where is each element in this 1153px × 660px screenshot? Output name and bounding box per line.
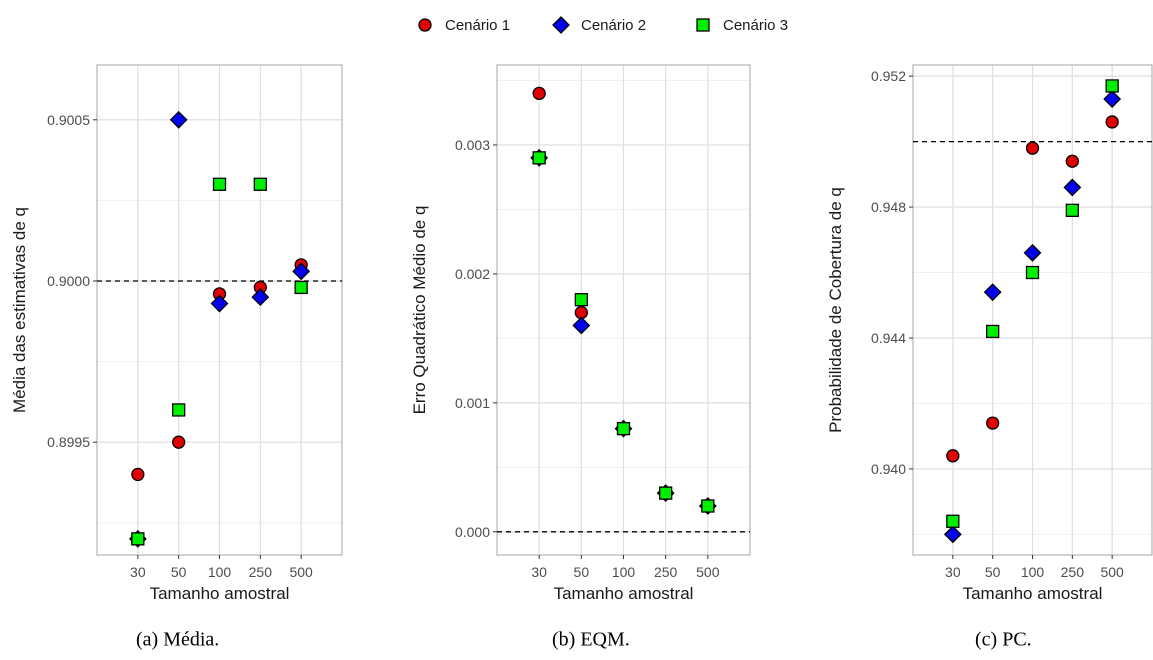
x-tick-label: 30 — [531, 564, 547, 580]
point-square — [1066, 204, 1078, 216]
y-axis-title: Média das estimativas de q — [10, 207, 29, 413]
chart-media: 0.8995 0.9000 0.9005 30 50 100 250 500 Tamanho a… — [0, 50, 384, 620]
y-tick-label: 0.003 — [455, 137, 490, 153]
x-tick-label: 100 — [208, 564, 232, 580]
y-axis-title: Probabilidade de Cobertura de q — [826, 187, 845, 433]
y-tick-label: 0.8995 — [47, 434, 90, 450]
legend-svg: Cenário 1 Cenário 2 Cenário 3 — [0, 0, 1153, 50]
x-tick-label: 100 — [1021, 564, 1045, 580]
x-tick-label: 50 — [985, 564, 1001, 580]
y-tick-label: 0.940 — [871, 461, 906, 477]
point-square — [575, 294, 587, 306]
point-square — [947, 515, 959, 527]
x-tick-label: 100 — [612, 564, 636, 580]
y-tick-label: 0.000 — [455, 524, 490, 540]
legend-item-1: Cenário 1 — [419, 17, 510, 34]
point-square — [533, 152, 545, 164]
point-circle — [947, 450, 959, 462]
legend-item-2: Cenário 2 — [553, 17, 646, 34]
grid — [913, 65, 1152, 555]
point-diamond — [171, 112, 187, 128]
legend-label: Cenário 2 — [581, 17, 646, 34]
point-square — [618, 423, 630, 435]
legend: Cenário 1 Cenário 2 Cenário 3 — [0, 0, 1153, 50]
point-circle — [987, 417, 999, 429]
point-diamond — [1025, 245, 1041, 261]
x-axis-title: Tamanho amostral — [554, 584, 694, 603]
point-diamond — [573, 317, 589, 333]
legend-marker-circle — [419, 19, 431, 31]
grid — [497, 65, 750, 555]
y-tick-label: 0.944 — [871, 330, 906, 346]
y-tick-label: 0.952 — [871, 68, 906, 84]
point-diamond — [945, 526, 961, 542]
legend-label: Cenário 3 — [723, 17, 788, 34]
x-axis-title: Tamanho amostral — [150, 584, 290, 603]
caption-pc: (c) PC. — [975, 629, 1032, 652]
y-tick-label: 0.002 — [455, 266, 490, 282]
legend-marker-square — [697, 19, 709, 31]
y-tick-label: 0.9005 — [47, 112, 90, 128]
point-square — [987, 325, 999, 337]
panel-media: 0.8995 0.9000 0.9005 30 50 100 250 500 Tamanho a… — [0, 50, 384, 660]
y-tick-label: 0.948 — [871, 199, 906, 215]
point-square — [702, 500, 714, 512]
point-square — [1027, 267, 1039, 279]
point-diamond — [1104, 91, 1120, 107]
chart-pc: 0.940 0.944 0.948 0.952 30 50 100 250 500 Tamanho… — [824, 50, 1153, 620]
point-circle — [533, 87, 545, 99]
x-tick-label: 30 — [945, 564, 961, 580]
panel-pc: 0.940 0.944 0.948 0.952 30 50 100 250 500 Tamanho… — [824, 50, 1153, 660]
legend-label: Cenário 1 — [445, 17, 510, 34]
y-tick-label: 0.001 — [455, 395, 490, 411]
x-tick-label: 500 — [696, 564, 720, 580]
point-circle — [173, 436, 185, 448]
point-diamond — [985, 284, 1001, 300]
point-square — [173, 404, 185, 416]
legend-item-3: Cenário 3 — [697, 17, 788, 34]
x-tick-label: 250 — [1061, 564, 1085, 580]
x-tick-label: 500 — [289, 564, 313, 580]
point-circle — [1027, 142, 1039, 154]
point-square — [132, 533, 144, 545]
point-square — [295, 281, 307, 293]
legend-marker-diamond — [553, 17, 569, 33]
x-tick-label: 250 — [654, 564, 678, 580]
caption-eqm: (b) EQM. — [552, 629, 630, 652]
point-circle — [1106, 116, 1118, 128]
point-circle — [132, 468, 144, 480]
point-square — [660, 487, 672, 499]
point-square — [254, 178, 266, 190]
point-diamond — [212, 296, 228, 312]
panel-eqm: 0.000 0.001 0.002 0.003 30 50 100 250 500 Tamanho… — [412, 50, 796, 660]
x-axis-title: Tamanho amostral — [963, 584, 1103, 603]
chart-eqm: 0.000 0.001 0.002 0.003 30 50 100 250 500Tamanho… — [412, 50, 796, 620]
point-circle — [1066, 155, 1078, 167]
point-square — [214, 178, 226, 190]
point-diamond — [1064, 179, 1080, 195]
x-tick-label: 500 — [1100, 564, 1124, 580]
caption-media: (a) Média. — [136, 629, 219, 652]
x-tick-label: 50 — [574, 564, 590, 580]
y-tick-label: 0.9000 — [47, 273, 90, 289]
y-axis-title: Erro Quadrático Médio de q — [412, 206, 429, 415]
x-tick-label: 30 — [130, 564, 146, 580]
x-tick-label: 50 — [171, 564, 187, 580]
point-diamond — [252, 289, 268, 305]
x-tick-label: 250 — [249, 564, 273, 580]
point-square — [1106, 80, 1118, 92]
